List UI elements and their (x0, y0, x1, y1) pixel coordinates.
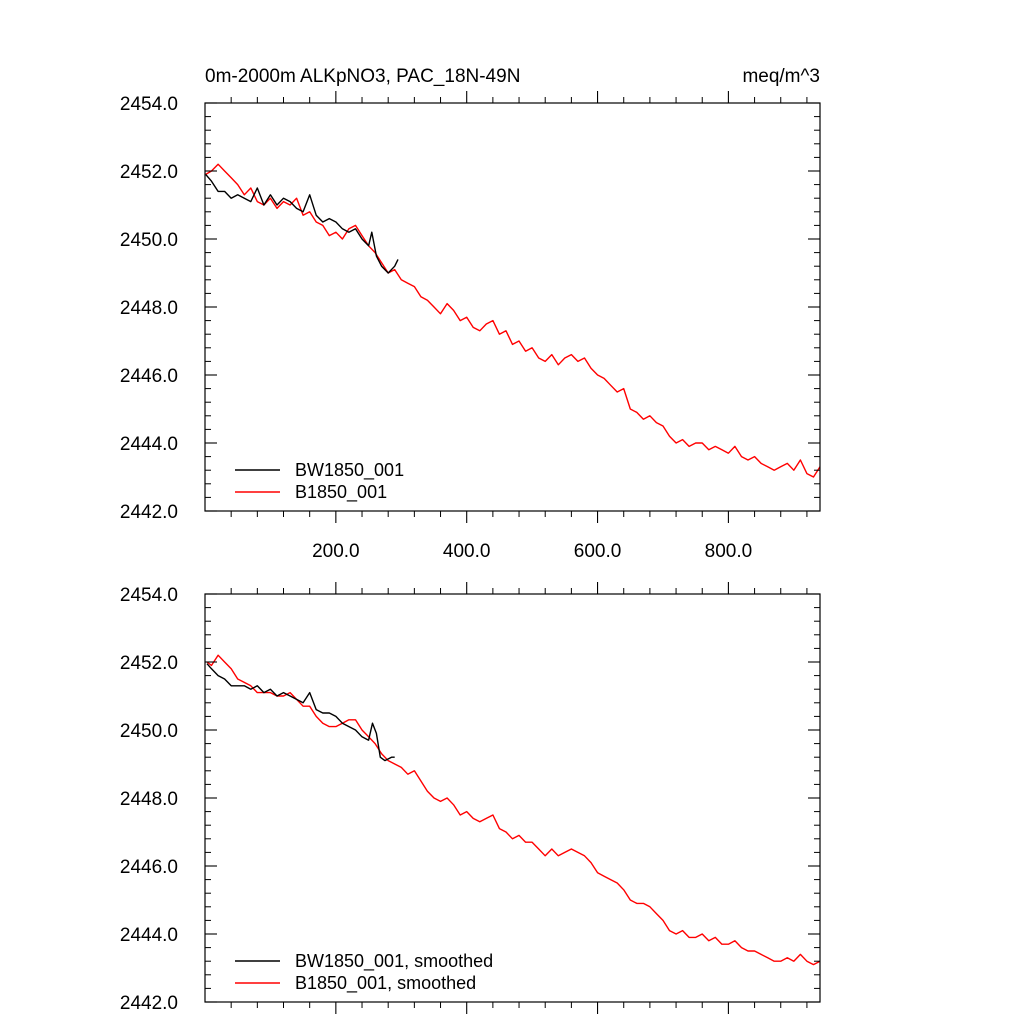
y-tick-label: 2452.0 (120, 653, 178, 674)
x-tick-label: 200.0 (312, 541, 360, 562)
y-tick-label: 2448.0 (120, 298, 178, 319)
plot-frame (204, 593, 821, 1003)
y-tick-label: 2452.0 (120, 162, 178, 183)
legend-label: BW1850_001 (295, 460, 404, 481)
y-tick-label: 2446.0 (120, 857, 178, 878)
series-line-b1850-001-smoothed (206, 654, 821, 966)
series-line-bw1850-001 (205, 173, 399, 274)
y-tick-label: 2446.0 (120, 366, 178, 387)
y-tick-label: 2450.0 (120, 721, 178, 742)
y-tick-label: 2442.0 (120, 993, 178, 1014)
panel-smoothed: 2442.0 2444.0 2446.0 2448.0 2450.0 2452.0 2454… (120, 582, 821, 1014)
legend: BW1850_001 B1850_001 (235, 460, 404, 503)
legend-label: BW1850_001, smoothed (295, 951, 493, 972)
y-tick-label: 2442.0 (120, 502, 178, 523)
legend-label: B1850_001 (295, 482, 387, 503)
x-tick-label: 800.0 (705, 541, 753, 562)
y-tick-label: 2450.0 (120, 230, 178, 251)
y-tick-label: 2444.0 (120, 434, 178, 455)
legend: BW1850_001, smoothed B1850_001, smoothed (235, 951, 493, 994)
series-line-bw1850-001-smoothed (206, 663, 395, 762)
chart-units: meq/m^3 (742, 66, 820, 87)
y-tick-label: 2454.0 (120, 94, 178, 115)
x-tick-label: 400.0 (443, 541, 491, 562)
plot-frame (204, 102, 821, 512)
chart-title: 0m-2000m ALKpNO3, PAC_18N-49N (205, 66, 520, 87)
series-line-b1850-001 (205, 163, 821, 478)
y-tick-label: 2448.0 (120, 789, 178, 810)
panel-raw: 0m-2000m ALKpNO3, PAC_18N-49N meq/m^3 24… (120, 66, 821, 562)
x-tick-label: 600.0 (574, 541, 622, 562)
legend-label: B1850_001, smoothed (295, 973, 476, 994)
y-tick-label: 2454.0 (120, 585, 178, 606)
y-tick-label: 2444.0 (120, 925, 178, 946)
